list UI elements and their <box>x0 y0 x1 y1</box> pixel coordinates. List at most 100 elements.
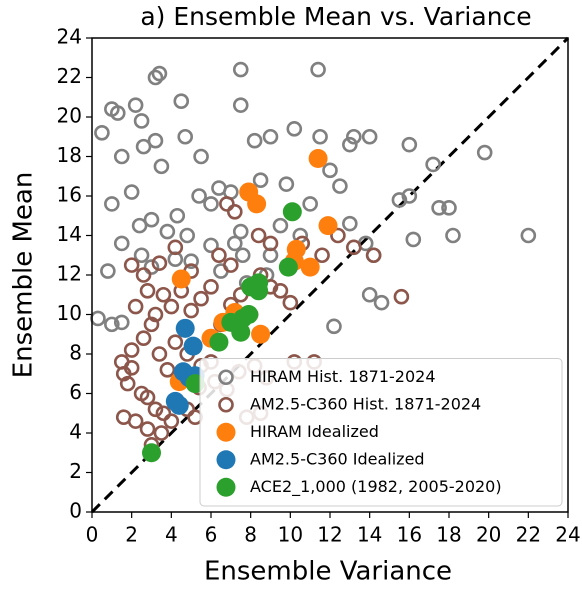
ring-point <box>250 227 267 244</box>
y-axis-label: Ensemble Mean <box>9 172 39 379</box>
ring-point <box>218 369 234 386</box>
ring-point <box>401 188 418 204</box>
y-tick-label: 6 <box>69 380 82 404</box>
chart-title: a) Ensemble Mean vs. Variance <box>140 2 531 31</box>
ring-point <box>246 132 263 149</box>
ring-point <box>123 342 140 358</box>
ring-point <box>123 360 140 376</box>
ring-point <box>173 93 190 109</box>
ring-point <box>90 310 106 327</box>
x-tick-label: 22 <box>516 523 541 547</box>
ring-point <box>143 211 160 228</box>
ring-point <box>282 294 299 311</box>
legend-label: AM2.5-C360 Idealized <box>250 449 425 468</box>
ring-point <box>104 196 120 212</box>
legend-label: HIRAM Idealized <box>250 422 379 441</box>
ring-point <box>314 247 330 264</box>
ring-point <box>272 282 289 299</box>
ring-point <box>330 227 346 244</box>
ring-point <box>401 136 418 153</box>
ring-point <box>286 121 303 137</box>
ring-point <box>183 302 199 319</box>
ring-point <box>191 188 207 204</box>
x-axis-label: Ensemble Variance <box>204 557 452 587</box>
ring-point <box>109 105 126 121</box>
ring-point <box>151 65 168 82</box>
y-tick-label: 18 <box>57 143 82 167</box>
ring-point <box>203 279 219 295</box>
ring-point <box>203 237 219 254</box>
ring-point <box>227 235 243 252</box>
ring-point <box>393 288 410 305</box>
ring-point <box>342 136 358 153</box>
filled-point <box>318 216 338 236</box>
filled-point <box>282 202 302 222</box>
ring-point <box>169 207 186 224</box>
ring-point <box>127 97 144 113</box>
x-tick-label: 12 <box>317 523 342 547</box>
ring-point <box>100 263 116 279</box>
ring-point <box>135 267 152 283</box>
filled-point <box>142 443 161 463</box>
ring-point <box>361 286 378 303</box>
x-tick-label: 10 <box>278 523 303 547</box>
y-tick-label: 16 <box>57 183 82 207</box>
ring-point <box>223 257 239 273</box>
filled-point <box>175 318 195 338</box>
ring-point <box>153 158 170 175</box>
ring-point <box>361 128 378 145</box>
ring-point <box>135 330 152 347</box>
ring-point <box>167 239 184 256</box>
x-tick-label: 2 <box>125 523 138 547</box>
ring-point <box>431 200 447 216</box>
ring-point <box>326 318 342 335</box>
ring-point <box>155 286 172 303</box>
filled-point <box>216 450 236 470</box>
filled-point <box>183 336 203 356</box>
ring-point <box>232 97 249 113</box>
y-tick-label: 20 <box>57 104 82 128</box>
legend-label: AM2.5-C360 Hist. 1871-2024 <box>250 394 481 413</box>
x-tick-label: 0 <box>86 523 99 547</box>
ring-point <box>127 298 144 315</box>
ring-point <box>445 227 461 244</box>
ring-point <box>94 125 110 141</box>
ring-point <box>373 294 390 311</box>
x-tick-label: 6 <box>205 523 218 547</box>
ring-point <box>153 425 170 441</box>
ring-point <box>127 413 144 429</box>
ring-point <box>131 217 148 234</box>
ring-point <box>133 247 150 264</box>
filled-point <box>216 477 236 497</box>
ring-point <box>119 375 136 392</box>
ring-point <box>302 196 318 212</box>
ring-point <box>143 259 160 275</box>
ring-point <box>345 128 362 145</box>
y-tick-label: 24 <box>57 25 82 49</box>
ring-point <box>177 128 194 145</box>
legend-box <box>199 358 563 507</box>
y-tick-label: 10 <box>57 301 82 325</box>
ring-point <box>262 235 279 252</box>
filled-point <box>231 322 251 342</box>
ring-point <box>203 196 219 212</box>
ring-point <box>322 162 338 179</box>
ring-point <box>234 247 251 264</box>
x-tick-label: 24 <box>555 523 580 547</box>
ring-point <box>218 396 234 413</box>
y-tick-label: 12 <box>57 262 82 286</box>
ring-point <box>310 61 326 78</box>
ring-point <box>193 148 209 165</box>
ring-point <box>159 223 176 240</box>
filled-point <box>239 305 259 324</box>
ring-point <box>476 144 493 161</box>
ring-point <box>252 172 269 188</box>
ring-point <box>441 200 457 216</box>
filled-point <box>300 257 320 277</box>
ring-point <box>139 282 156 299</box>
ring-point <box>227 204 243 220</box>
ring-point <box>113 148 130 165</box>
ring-point <box>113 314 130 331</box>
one-to-one-line <box>90 36 570 514</box>
